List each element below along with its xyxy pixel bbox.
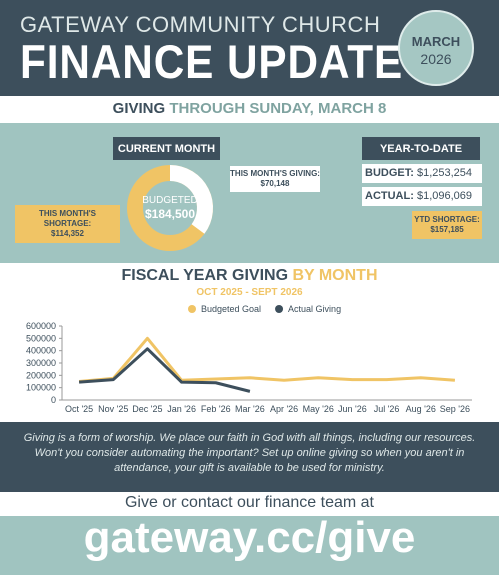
x-tick-label: Aug '26 xyxy=(406,404,436,414)
chart: Budgeted Goal Actual Giving 0 100000 200000 3… xyxy=(26,304,472,414)
page-title: FINANCE UPDATE xyxy=(20,35,404,88)
url: gateway.cc/give xyxy=(83,513,416,562)
shortage-label: THIS MONTH'S SHORTAGE: xyxy=(38,209,96,228)
current-month-heading: CURRENT MONTH xyxy=(113,137,220,160)
x-tick-label: Oct '25 xyxy=(65,404,93,414)
x-tick-label: Jul '26 xyxy=(374,404,400,414)
ytd-actual: ACTUAL: $1,096,069 xyxy=(362,187,482,206)
donut-value: $184,500 xyxy=(144,207,196,221)
banner-lead: GIVING xyxy=(112,100,166,117)
line-series xyxy=(78,336,456,383)
ytd-actual-label: ACTUAL: xyxy=(365,190,414,202)
ytd-budget: BUDGET: $1,253,254 xyxy=(362,164,482,183)
y-tick-label: 0 xyxy=(51,395,56,405)
chart-subtitle: OCT 2025 - SEPT 2026 xyxy=(196,287,303,298)
y-tick-label: 300000 xyxy=(26,358,56,368)
chart-title-highlight: BY MONTH xyxy=(292,267,378,284)
x-tick-label: Jun '26 xyxy=(338,404,367,414)
badge-month: MARCH xyxy=(411,34,461,49)
org-name: GATEWAY COMMUNITY CHURCH xyxy=(20,12,381,37)
x-tick-label: Jan '26 xyxy=(167,404,196,414)
donut-giving xyxy=(169,165,213,234)
y-tick-label: 400000 xyxy=(26,346,56,356)
y-tick-label: 100000 xyxy=(26,383,56,393)
ytd-actual-value: $1,096,069 xyxy=(416,190,473,202)
giving-value: $70,148 xyxy=(260,179,290,188)
giving-label: THIS MONTH'S GIVING: xyxy=(230,169,320,178)
ytd-shortage-chip: YTD SHORTAGE: $157,185 xyxy=(412,211,482,239)
badge-year: 2026 xyxy=(420,51,452,67)
donut-label: BUDGETED xyxy=(142,195,198,206)
ytd-heading: YEAR-TO-DATE xyxy=(362,137,480,160)
message: Giving is a form of worship. We place ou… xyxy=(23,432,476,474)
cta: Give or contact our finance team at xyxy=(124,494,374,511)
y-tick-label: 500000 xyxy=(26,333,56,343)
giving-chip: THIS MONTH'S GIVING: $70,148 xyxy=(230,166,320,192)
y-tick-label: 200000 xyxy=(26,370,56,380)
chart-title: FISCAL YEAR GIVING BY MONTH xyxy=(0,267,499,285)
ytd-budget-value: $1,253,254 xyxy=(416,167,473,179)
date-badge xyxy=(398,10,474,86)
shortage-chip: THIS MONTH'S SHORTAGE: $114,352 xyxy=(15,205,120,243)
ytd-shortage-label: YTD SHORTAGE: xyxy=(414,215,480,224)
x-tick-label: Sep '26 xyxy=(440,404,470,414)
x-tick-label: Nov '25 xyxy=(98,404,128,414)
banner-rest: THROUGH SUNDAY, MARCH 8 xyxy=(169,100,387,117)
y-tick-label: 600000 xyxy=(26,321,56,331)
donut xyxy=(127,165,213,251)
x-tick-label: Apr '26 xyxy=(270,404,298,414)
legend-label: Budgeted Goal xyxy=(201,304,261,314)
giving-banner: GIVING THROUGH SUNDAY, MARCH 8 xyxy=(0,100,499,117)
x-tick-label: May '26 xyxy=(303,404,334,414)
x-tick-label: Feb '26 xyxy=(201,404,231,414)
legend-swatch xyxy=(188,305,196,313)
shortage-value: $114,352 xyxy=(51,229,84,238)
x-tick-label: Mar '26 xyxy=(235,404,265,414)
legend-swatch xyxy=(275,305,284,313)
ytd-shortage-value: $157,185 xyxy=(430,225,464,234)
url-section xyxy=(0,516,499,575)
chart-title-main: FISCAL YEAR GIVING xyxy=(121,267,289,284)
legend-label: Actual Giving xyxy=(288,304,341,314)
message-section xyxy=(0,422,499,492)
line-series xyxy=(78,347,251,393)
ytd-budget-label: BUDGET: xyxy=(365,167,414,179)
x-tick-label: Dec '25 xyxy=(132,404,162,414)
